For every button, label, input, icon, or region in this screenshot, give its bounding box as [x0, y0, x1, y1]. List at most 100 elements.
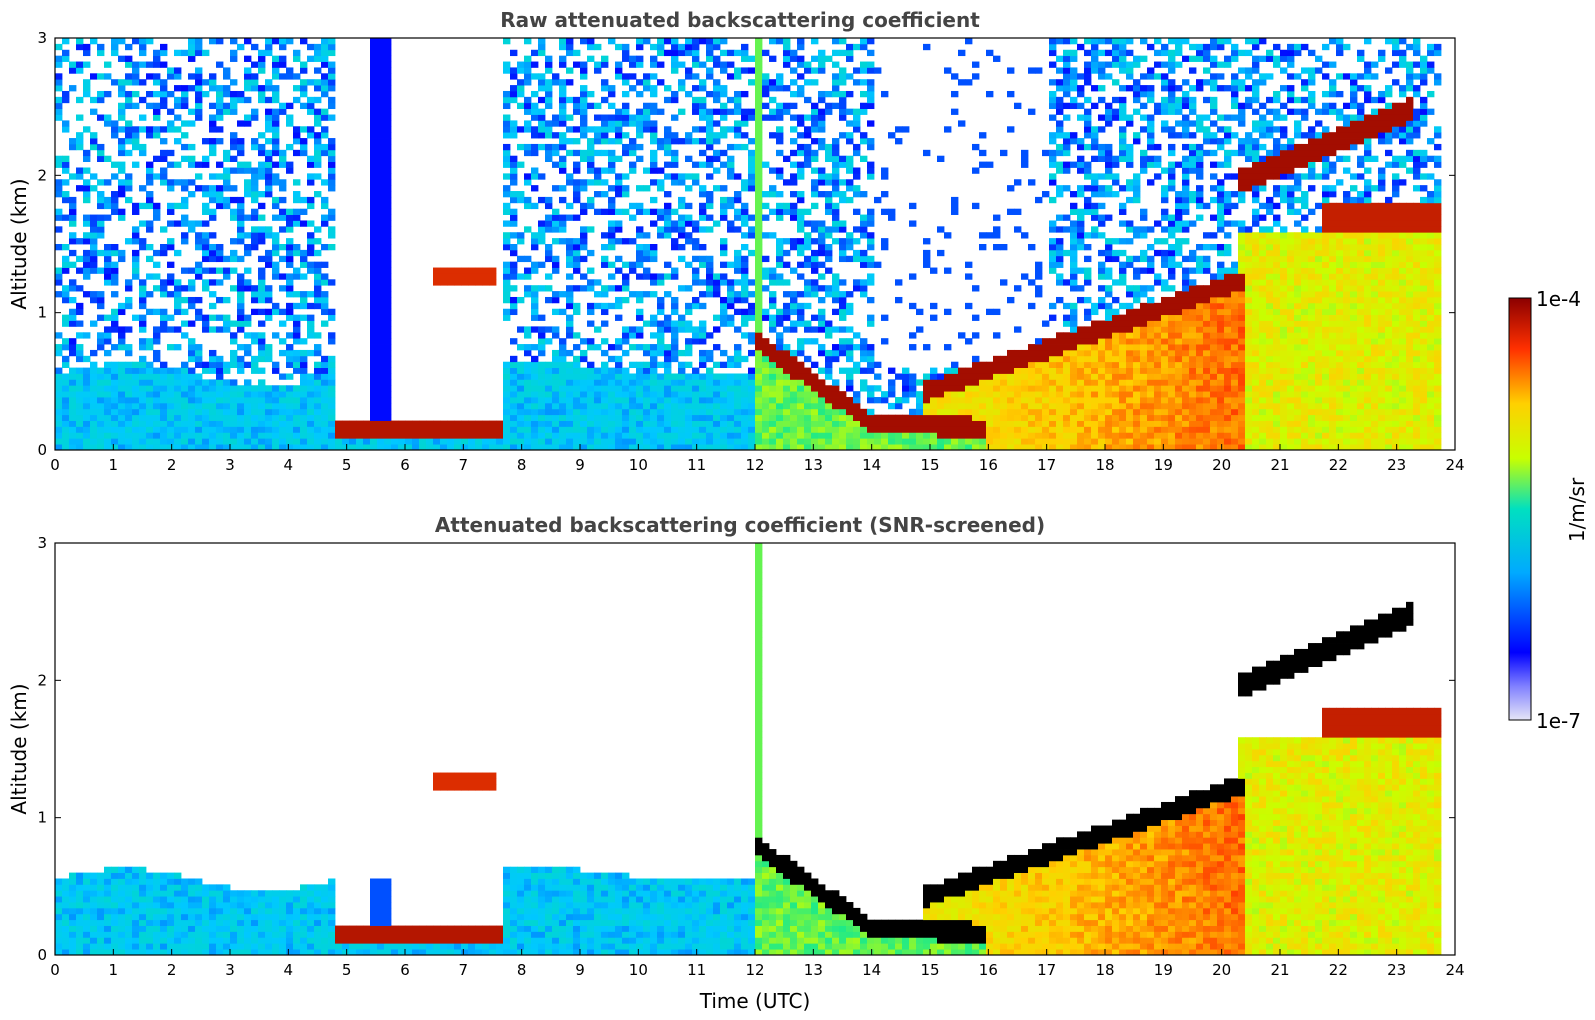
- heatmap-cell: [783, 108, 791, 115]
- heatmap-cell: [657, 79, 665, 86]
- heatmap-cell: [531, 143, 539, 151]
- heatmap-cell: [916, 391, 924, 398]
- heatmap-cell: [755, 208, 763, 215]
- heatmap-cell: [846, 108, 854, 115]
- heatmap-cell: [69, 408, 77, 416]
- heatmap-cell: [755, 426, 763, 433]
- heatmap-cell: [1035, 444, 1043, 451]
- heatmap-cell: [279, 426, 287, 433]
- heatmap-cell: [1077, 408, 1085, 416]
- heatmap-cell: [153, 308, 161, 316]
- heatmap-cell: [636, 132, 644, 139]
- heatmap-cell: [755, 61, 763, 68]
- heatmap-cell: [846, 420, 854, 427]
- heatmap-cell: [720, 402, 728, 410]
- heatmap-cell: [524, 438, 532, 445]
- heatmap-cell: [1028, 444, 1036, 451]
- heatmap-cell: [811, 408, 819, 416]
- heatmap-cell: [923, 391, 931, 398]
- heatmap-cell: [951, 402, 959, 410]
- heatmap-cell: [531, 261, 539, 268]
- heatmap-cell: [664, 385, 672, 392]
- heatmap-cell: [97, 444, 105, 451]
- heatmap-cell: [314, 373, 322, 380]
- heatmap-cell: [608, 238, 616, 245]
- heatmap-cell: [958, 408, 966, 416]
- heatmap-cell: [286, 67, 294, 74]
- heatmap-cell: [1070, 202, 1078, 210]
- heatmap-cell: [300, 149, 308, 157]
- heatmap-cell: [727, 444, 735, 451]
- heatmap-cell: [188, 296, 196, 304]
- heatmap-cell: [97, 420, 105, 427]
- heatmap-cell: [650, 179, 658, 186]
- heatmap-cell: [153, 202, 161, 210]
- heatmap-cell: [755, 120, 763, 127]
- heatmap-cell: [174, 379, 182, 386]
- heatmap-cell: [517, 126, 525, 133]
- heatmap-cell: [153, 367, 161, 374]
- heatmap-cell: [874, 397, 882, 404]
- heatmap-cell: [195, 244, 203, 251]
- heatmap-cell: [776, 102, 784, 110]
- heatmap-cell: [804, 126, 812, 133]
- heatmap-cell: [314, 296, 322, 304]
- heatmap-cell: [468, 267, 476, 274]
- heatmap-cell: [867, 361, 875, 368]
- heatmap-cell: [594, 102, 602, 110]
- heatmap-cell: [986, 49, 994, 57]
- heatmap-cell: [566, 202, 574, 210]
- heatmap-cell: [601, 55, 609, 62]
- heatmap-cell: [1077, 244, 1085, 251]
- heatmap-cell: [790, 161, 798, 168]
- heatmap-cell: [545, 220, 553, 227]
- heatmap-cell: [699, 126, 707, 133]
- heatmap-cell: [650, 43, 658, 51]
- heatmap-cell: [832, 326, 840, 333]
- heatmap-cell: [951, 90, 959, 98]
- heatmap-cell: [951, 414, 959, 421]
- heatmap-cell: [776, 261, 784, 268]
- heatmap-cell: [1077, 397, 1085, 404]
- heatmap-cell: [104, 402, 112, 410]
- heatmap-cell: [853, 279, 861, 286]
- heatmap-cell: [636, 155, 644, 162]
- heatmap-cell: [202, 191, 210, 198]
- heatmap-cell: [503, 132, 511, 139]
- heatmap-cell: [251, 291, 259, 298]
- heatmap-cell: [510, 208, 518, 215]
- heatmap-cell: [153, 126, 161, 133]
- heatmap-cell: [692, 438, 700, 445]
- heatmap-cell: [146, 308, 154, 316]
- heatmap-cell: [265, 385, 273, 392]
- heatmap-cell: [853, 43, 861, 51]
- heatmap-cell: [55, 185, 63, 192]
- heatmap-cell: [90, 296, 98, 304]
- heatmap-cell: [636, 426, 644, 433]
- heatmap-cell: [1063, 420, 1071, 427]
- heatmap-cell: [174, 285, 182, 292]
- heatmap-cell: [790, 296, 798, 304]
- heatmap-cell: [426, 420, 434, 427]
- heatmap-cell: [517, 67, 525, 74]
- heatmap-cell: [839, 161, 847, 168]
- heatmap-cell: [1028, 402, 1036, 410]
- heatmap-cell: [713, 185, 721, 192]
- heatmap-cell: [727, 96, 735, 104]
- heatmap-cell: [573, 167, 581, 174]
- heatmap-cell: [97, 249, 105, 257]
- heatmap-cell: [195, 391, 203, 398]
- heatmap-cell: [258, 55, 266, 62]
- heatmap-cell: [860, 220, 868, 227]
- heatmap-cell: [692, 391, 700, 398]
- heatmap-cell: [97, 155, 105, 162]
- heatmap-cell: [720, 308, 728, 316]
- heatmap-cell: [629, 326, 637, 333]
- heatmap-cell: [1091, 432, 1099, 439]
- heatmap-cell: [174, 49, 182, 57]
- heatmap-cell: [573, 438, 581, 445]
- heatmap-cell: [811, 220, 819, 227]
- heatmap-cell: [83, 255, 91, 263]
- heatmap-cell: [860, 67, 868, 74]
- heatmap-cell: [650, 432, 658, 439]
